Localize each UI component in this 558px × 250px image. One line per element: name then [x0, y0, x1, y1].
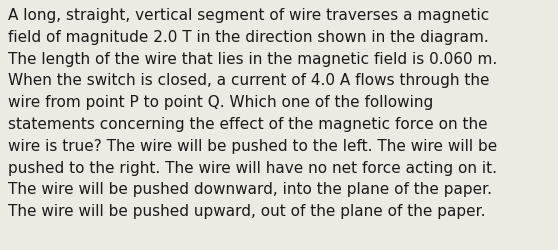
- Text: pushed to the right. The wire will have no net force acting on it.: pushed to the right. The wire will have …: [8, 160, 497, 175]
- Text: A long, straight, vertical segment of wire traverses a magnetic: A long, straight, vertical segment of wi…: [8, 8, 489, 23]
- Text: The length of the wire that lies in the magnetic field is 0.060 m.: The length of the wire that lies in the …: [8, 52, 497, 66]
- Text: The wire will be pushed upward, out of the plane of the paper.: The wire will be pushed upward, out of t…: [8, 204, 485, 218]
- Text: statements concerning the effect of the magnetic force on the: statements concerning the effect of the …: [8, 116, 488, 132]
- Text: When the switch is closed, a current of 4.0 A flows through the: When the switch is closed, a current of …: [8, 73, 489, 88]
- Text: wire is true? The wire will be pushed to the left. The wire will be: wire is true? The wire will be pushed to…: [8, 138, 497, 153]
- Text: The wire will be pushed downward, into the plane of the paper.: The wire will be pushed downward, into t…: [8, 182, 492, 196]
- Text: field of magnitude 2.0 T in the direction shown in the diagram.: field of magnitude 2.0 T in the directio…: [8, 30, 489, 44]
- Text: wire from point P to point Q. Which one of the following: wire from point P to point Q. Which one …: [8, 95, 433, 110]
